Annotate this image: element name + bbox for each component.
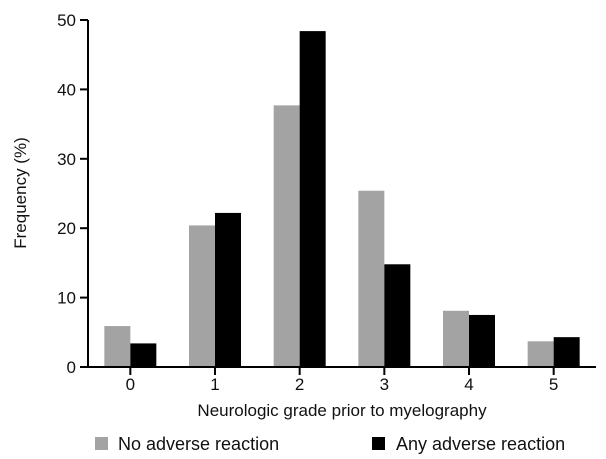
legend-swatch	[95, 437, 108, 450]
y-tick-label: 10	[57, 289, 76, 308]
bar	[384, 264, 411, 367]
legend: No adverse reaction Any adverse reaction	[95, 434, 565, 454]
y-axis: 0 10 20 30 40 50	[57, 11, 89, 377]
bar	[527, 341, 554, 367]
y-tick-label: 20	[57, 219, 76, 238]
plot-area	[104, 31, 580, 367]
bar	[104, 326, 131, 367]
bar	[130, 343, 157, 367]
legend-label: Any adverse reaction	[396, 434, 565, 454]
x-tick-label: 5	[549, 375, 558, 394]
bar	[469, 314, 495, 367]
x-tick-label: 0	[126, 375, 135, 394]
bar	[358, 190, 385, 367]
x-axis: 0 1 2 3 4 5	[88, 366, 596, 394]
x-tick-label: 3	[380, 375, 389, 394]
legend-swatch	[372, 437, 385, 450]
bar	[189, 225, 215, 367]
legend-label: No adverse reaction	[118, 434, 279, 454]
y-tick-label: 0	[67, 358, 76, 377]
bar	[443, 310, 469, 367]
x-tick-label: 2	[295, 375, 304, 394]
x-tick-label: 1	[210, 375, 219, 394]
y-axis-title: Frequency (%)	[11, 137, 30, 248]
bar	[299, 31, 326, 367]
y-tick-label: 30	[57, 150, 76, 169]
x-tick-label: 4	[464, 375, 473, 394]
y-tick-label: 40	[57, 80, 76, 99]
bar	[273, 105, 300, 367]
bar	[215, 212, 241, 367]
x-axis-title: Neurologic grade prior to myelography	[197, 401, 487, 420]
y-tick-label: 50	[57, 11, 76, 30]
bar	[553, 337, 580, 367]
